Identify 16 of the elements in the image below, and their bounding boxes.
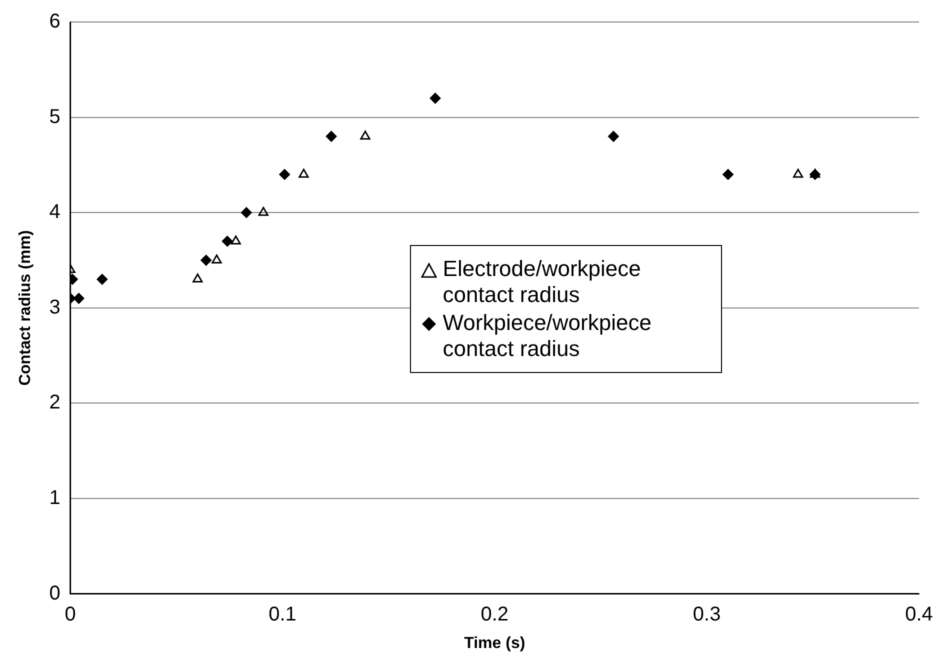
y-tick-label: 6 — [49, 10, 60, 33]
x-axis-title: Time (s) — [464, 634, 526, 652]
legend-label: Workpiece/workpiece contact radius — [442, 310, 652, 362]
y-tick-label: 2 — [49, 392, 60, 414]
x-tick-label: 0.4 — [905, 603, 933, 626]
legend-label: Electrode/workpiece contact radius — [442, 256, 642, 308]
y-tick-label: 0 — [49, 582, 60, 604]
y-tick-label: 4 — [49, 201, 60, 224]
x-tick-label: 0 — [64, 603, 76, 626]
y-tick-label: 3 — [49, 296, 60, 318]
x-tick-label: 0.2 — [480, 603, 509, 626]
y-axis-title: Contact radius (mm) — [17, 230, 34, 386]
x-tick-label: 0.1 — [268, 603, 296, 626]
x-tick-label: 0.3 — [692, 603, 721, 626]
y-tick-label: 1 — [49, 487, 60, 510]
y-tick-label: 5 — [49, 106, 60, 128]
